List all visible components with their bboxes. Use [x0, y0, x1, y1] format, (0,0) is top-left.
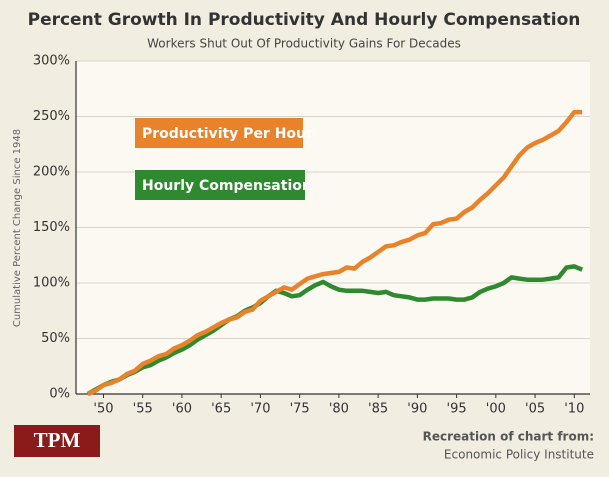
x-tick-label: '10 [564, 402, 584, 417]
y-tick-label: 100% [33, 276, 70, 291]
x-tick-label: '85 [368, 402, 388, 417]
legend-label: Productivity Per Hour [142, 126, 313, 142]
y-tick-label: 0% [49, 387, 70, 402]
x-tick-label: '05 [525, 402, 545, 417]
legend-item: Hourly Compensation [135, 170, 312, 200]
logo-box [14, 425, 100, 457]
x-tick-label: '90 [407, 402, 427, 417]
x-tick-label: '70 [250, 402, 270, 417]
legend-box [135, 118, 303, 148]
series-line [86, 109, 583, 397]
source-line: Recreation of chart from: [423, 430, 594, 444]
series-line [86, 264, 584, 396]
y-axis-label: Cumulative Percent Change Since 1948 [12, 129, 23, 327]
x-tick-label: '55 [133, 402, 153, 417]
y-tick-label: 150% [33, 220, 70, 235]
x-tick-label: '50 [93, 402, 113, 417]
y-tick-label: 200% [33, 165, 70, 180]
x-tick-label: '65 [211, 402, 231, 417]
x-tick-label: '00 [486, 402, 506, 417]
legend-label: Hourly Compensation [142, 178, 312, 194]
source-line: Economic Policy Institute [444, 448, 594, 462]
y-tick-label: 50% [41, 331, 70, 346]
x-tick-label: '95 [447, 402, 467, 417]
x-tick-label: '80 [329, 402, 349, 417]
y-tick-label: 300% [33, 54, 70, 69]
x-tick-label: '60 [172, 402, 192, 417]
x-tick-label: '75 [290, 402, 310, 417]
legend-item: Productivity Per Hour [135, 118, 313, 148]
legend-box [135, 170, 305, 200]
chart-subtitle: Workers Shut Out Of Productivity Gains F… [147, 37, 461, 51]
logo: TPM [34, 428, 81, 452]
y-tick-label: 250% [33, 109, 70, 124]
chart-title: Percent Growth In Productivity And Hourl… [28, 10, 581, 30]
